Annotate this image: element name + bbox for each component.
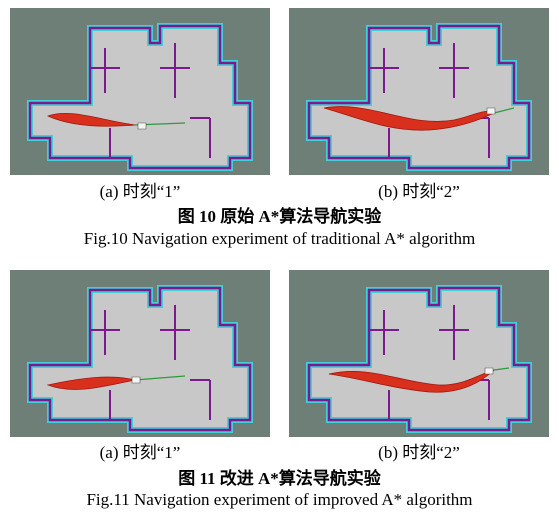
trajectory — [328, 369, 495, 393]
map-image — [10, 270, 270, 437]
caption-cn: 图 10 原始 A*算法导航实验 — [177, 207, 382, 226]
robot — [486, 107, 496, 115]
map-image — [289, 8, 549, 175]
planned-path — [493, 367, 510, 371]
robot — [137, 122, 147, 130]
caption-en: Fig.10 Navigation experiment of traditio… — [83, 229, 476, 248]
map-image — [10, 8, 270, 175]
robot — [484, 367, 494, 375]
caption-en: Fig.11 Navigation experiment of improved… — [86, 490, 473, 509]
caption-cn: 图 11 改进 A*算法导航实验 — [178, 469, 381, 488]
panel-label: (a) 时刻“1” — [99, 443, 181, 462]
panel-label: (b) 时刻“2” — [378, 443, 460, 462]
robot — [131, 376, 141, 384]
panel-label: (b) 时刻“2” — [378, 182, 460, 201]
planned-path — [134, 375, 186, 381]
map-image — [289, 270, 549, 437]
planned-path — [493, 107, 515, 114]
panel-label: (a) 时刻“1” — [99, 182, 181, 201]
